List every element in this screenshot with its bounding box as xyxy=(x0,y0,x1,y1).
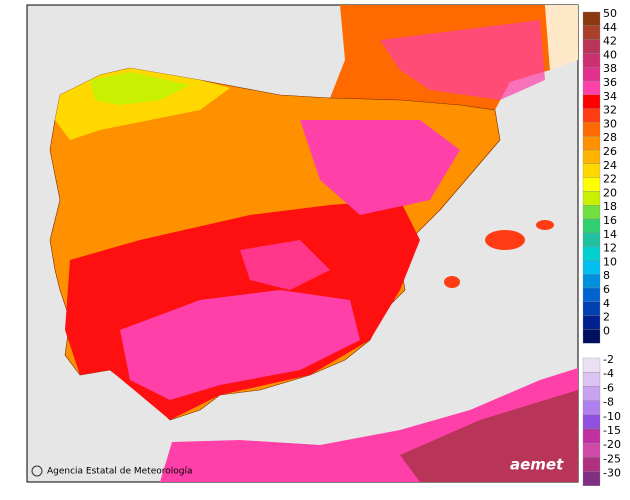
legend-label: 30 xyxy=(603,117,617,130)
legend-swatch xyxy=(582,11,601,26)
legend-label: 8 xyxy=(603,269,610,282)
legend-swatch xyxy=(582,149,601,164)
legend-label: -2 xyxy=(603,353,614,366)
legend-label: -30 xyxy=(603,467,621,480)
legend-label: 4 xyxy=(603,297,610,310)
legend-label: 26 xyxy=(603,145,617,158)
legend-swatch xyxy=(582,39,601,54)
legend-swatch xyxy=(582,163,601,178)
color-legend: 5044424038363432302826242220181614121086… xyxy=(582,7,621,486)
legend-label: 42 xyxy=(603,35,617,48)
legend-swatch xyxy=(582,315,601,330)
legend-swatch xyxy=(582,414,601,430)
legend-swatch xyxy=(582,246,601,261)
legend-swatch xyxy=(582,372,601,387)
legend-swatch xyxy=(582,25,601,40)
guadalquivir-very-hot xyxy=(120,290,360,400)
legend-swatch xyxy=(582,108,601,123)
logo: aemet xyxy=(510,456,564,474)
legend-swatch xyxy=(582,357,601,373)
legend-label: -8 xyxy=(603,396,614,409)
legend-swatch xyxy=(582,136,601,151)
legend-label: 22 xyxy=(603,173,617,186)
legend-swatch xyxy=(582,301,601,316)
legend-swatch xyxy=(582,67,601,82)
legend-label: -4 xyxy=(603,367,614,380)
legend-swatch xyxy=(582,232,601,247)
legend-label: 36 xyxy=(603,76,617,89)
africa-hottest xyxy=(400,390,578,482)
legend-swatch xyxy=(582,400,601,415)
legend-label: 38 xyxy=(603,62,617,75)
legend-label: 14 xyxy=(603,228,617,241)
menorca xyxy=(536,220,554,230)
legend-label: 50 xyxy=(603,7,617,20)
legend-label: -25 xyxy=(603,452,621,465)
legend-label: -15 xyxy=(603,424,621,437)
central-very-hot xyxy=(240,240,330,290)
legend-swatch xyxy=(582,329,601,344)
legend-label: 0 xyxy=(603,324,610,337)
legend-label: 20 xyxy=(603,186,617,199)
legend-swatch xyxy=(582,274,601,289)
sea-strip xyxy=(545,5,578,70)
legend-swatch xyxy=(582,122,601,137)
legend-label: 2 xyxy=(603,311,610,324)
legend-swatch xyxy=(582,457,601,472)
legend-swatch xyxy=(582,287,601,302)
mallorca xyxy=(485,230,525,250)
legend-label: 24 xyxy=(603,159,617,172)
legend-label: -10 xyxy=(603,410,621,423)
legend-label: 16 xyxy=(603,214,617,227)
north-mild xyxy=(90,72,190,105)
legend-swatch xyxy=(582,80,601,95)
copyright-icon xyxy=(31,465,43,477)
legend-swatch xyxy=(582,471,601,486)
legend-swatch xyxy=(582,260,601,275)
legend-label: 34 xyxy=(603,90,617,103)
legend-label: 18 xyxy=(603,200,617,213)
legend-label: -20 xyxy=(603,438,621,451)
legend-swatch xyxy=(582,177,601,192)
legend-swatch xyxy=(582,53,601,68)
legend-swatch xyxy=(582,94,601,109)
legend-swatch xyxy=(582,205,601,220)
legend-swatch xyxy=(582,191,601,206)
agency-name: Agencia Estatal de Meteorología xyxy=(47,467,193,477)
ibiza xyxy=(444,276,460,288)
legend-label: 44 xyxy=(603,21,617,34)
legend-label: 32 xyxy=(603,104,617,117)
legend-label: 28 xyxy=(603,131,617,144)
legend-swatch xyxy=(582,386,601,401)
legend-label: 10 xyxy=(603,255,617,268)
legend-label: -6 xyxy=(603,381,614,394)
legend-label: 12 xyxy=(603,242,617,255)
legend-swatch xyxy=(582,428,601,444)
legend-label: 40 xyxy=(603,48,617,61)
legend-swatch xyxy=(582,443,601,458)
legend-label: 6 xyxy=(603,283,610,296)
france-hot xyxy=(380,20,545,100)
legend-swatch xyxy=(582,218,601,233)
ebro-very-hot xyxy=(300,120,460,215)
